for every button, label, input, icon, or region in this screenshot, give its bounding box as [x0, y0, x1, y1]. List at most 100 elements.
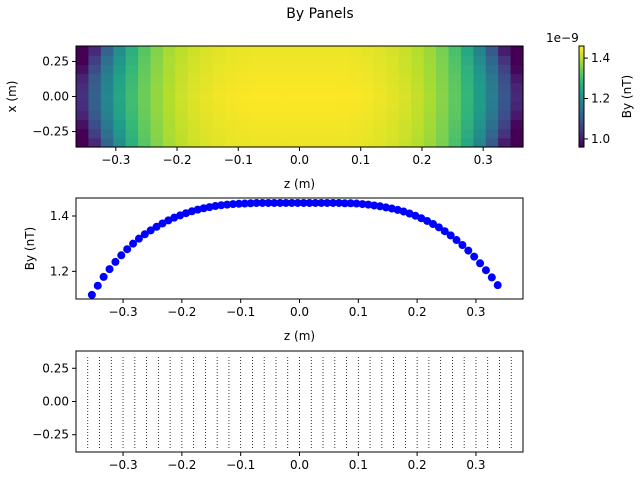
profile-x-tick-label: 0.0: [290, 305, 309, 319]
heatmap-cell: [386, 82, 400, 93]
heatmap-cell: [262, 46, 276, 56]
profile-point: [134, 234, 143, 243]
heatmap-cell: [175, 128, 189, 139]
heatmap-cell: [448, 55, 462, 65]
profile-point: [99, 272, 108, 281]
heatmap-cell: [113, 137, 127, 148]
heatmap-cell: [473, 73, 487, 84]
heatmap-cell: [349, 46, 363, 56]
heatmap-cell: [150, 73, 164, 84]
heatmap-cell: [485, 55, 499, 65]
profile-x-ticks: −0.3 −0.2 −0.1 0.0 0.1 0.2 0.3: [108, 299, 485, 319]
profile-point: [323, 198, 332, 207]
heatmap-cell: [423, 101, 437, 111]
heatmap-cell: [299, 137, 313, 148]
heatmap-cell: [299, 55, 313, 65]
colorbar-step: [579, 116, 584, 120]
heatmap-cell: [138, 91, 152, 102]
profile-x-tick-label: −0.2: [167, 305, 196, 319]
heatmap-cell: [324, 110, 338, 121]
heatmap-cell: [187, 91, 201, 102]
heatmap-cell: [100, 91, 114, 102]
profile-point: [276, 198, 285, 207]
heatmap-cell: [150, 128, 164, 139]
heatmap-panel: −0.3 −0.2 −0.1 0.0 0.1 0.2 0.3 0.25 0.00 −0.25 z…: [5, 45, 524, 191]
heatmap-cell: [162, 137, 176, 148]
colorbar-step: [579, 64, 584, 67]
heatmap-cell: [113, 55, 127, 65]
heatmap-cell: [311, 64, 325, 75]
colorbar-step: [579, 124, 584, 128]
heatmap-cell: [336, 91, 350, 102]
heatmap-cell: [125, 91, 139, 102]
heatmap-cell: [76, 46, 90, 56]
heatmap-cell: [361, 73, 375, 84]
heatmap-cell: [76, 82, 90, 93]
heatmap-cell: [311, 110, 325, 121]
heatmap-cell: [200, 73, 214, 84]
heatmap-cell: [187, 119, 201, 130]
heatmap-cell: [510, 64, 524, 75]
heatmap-cell: [100, 64, 114, 75]
heatmap-cell: [125, 82, 139, 93]
heatmap-cell: [485, 82, 499, 93]
heatmap-cell: [249, 110, 263, 121]
heatmap-cell: [423, 91, 437, 102]
heatmap-cell: [88, 91, 102, 102]
heatmap-cell: [411, 73, 425, 84]
heatmap-cell: [374, 110, 388, 121]
heatmap-cell: [162, 55, 176, 65]
profile-point: [87, 290, 96, 299]
heatmap-cell: [175, 55, 189, 65]
heatmap-cell: [225, 137, 239, 148]
profile-point: [481, 266, 490, 275]
heatmap-cell: [299, 46, 313, 56]
heatmap-cell: [113, 101, 127, 111]
colorbar-step: [579, 86, 584, 90]
heatmap-cell: [336, 64, 350, 75]
colorbar-step: [579, 72, 584, 75]
heatmap-cell: [398, 82, 412, 93]
colorbar-step: [579, 80, 584, 83]
heatmap-cell: [374, 101, 388, 111]
heatmap-cell: [299, 119, 313, 130]
profile-point: [470, 252, 479, 261]
heatmap-cell: [460, 119, 474, 130]
profile-point: [346, 199, 355, 208]
heatmap-cell: [212, 137, 226, 148]
heatmap-cell: [212, 82, 226, 93]
heatmap-cell: [162, 91, 176, 102]
heatmap-cell: [324, 82, 338, 93]
panels-y-ticks: 0.25 0.00 −0.25: [32, 361, 76, 442]
heatmap-cell: [88, 128, 102, 139]
heatmap-cell: [100, 55, 114, 65]
colorbar-step: [579, 128, 584, 132]
heatmap-cell: [237, 119, 251, 130]
heatmap-cell: [485, 91, 499, 102]
heatmap-cell: [249, 128, 263, 139]
heatmap-cell: [498, 137, 512, 148]
heatmap-cell: [175, 46, 189, 56]
heatmap-cell: [374, 82, 388, 93]
heatmap-cell: [398, 137, 412, 148]
heatmap-cell: [311, 137, 325, 148]
heatmap-cell: [175, 82, 189, 93]
heatmap-cell: [200, 64, 214, 75]
heatmap-cell: [436, 137, 450, 148]
heatmap-cell: [125, 55, 139, 65]
heatmap-cell: [113, 73, 127, 84]
profile-point: [152, 222, 161, 231]
heatmap-cell: [498, 101, 512, 111]
profile-point: [329, 198, 338, 207]
heatmap-cell: [510, 128, 524, 139]
heatmap-cell: [274, 128, 288, 139]
heatmap-cell: [448, 73, 462, 84]
profile-point: [117, 251, 126, 260]
heatmap-cell: [349, 110, 363, 121]
heatmap-cell: [150, 46, 164, 56]
heatmap-cell: [299, 91, 313, 102]
heatmap-cell: [125, 119, 139, 130]
heatmap-cell: [448, 101, 462, 111]
colorbar-step: [579, 88, 584, 92]
heatmap-cell: [510, 137, 524, 148]
